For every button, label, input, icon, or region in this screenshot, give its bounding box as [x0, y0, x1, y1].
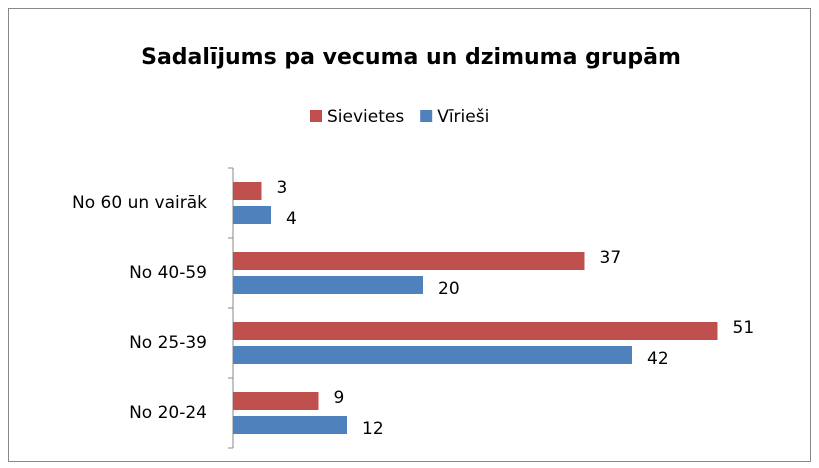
data-label: 9: [334, 388, 345, 408]
bar: [233, 392, 319, 410]
bar: [233, 416, 347, 434]
legend-swatch: [420, 110, 433, 122]
data-label: 4: [286, 209, 297, 229]
y-tick-label: No 40-59: [129, 263, 207, 283]
bar: [233, 346, 632, 364]
bar: [233, 252, 585, 270]
bar: [233, 322, 718, 340]
legend-label: Vīrieši: [437, 107, 489, 127]
data-label: 42: [647, 349, 669, 369]
y-tick-label: No 25-39: [129, 333, 207, 353]
bar: [233, 276, 423, 294]
data-label: 20: [438, 279, 460, 299]
data-label: 12: [362, 419, 384, 439]
data-label: 37: [600, 248, 622, 268]
bar: [233, 182, 262, 200]
data-label: 3: [277, 178, 288, 198]
chart-frame: [8, 8, 811, 462]
legend-swatch: [310, 110, 322, 122]
chart-title: Sadalījums pa vecuma un dzimuma grupām: [141, 45, 681, 70]
data-label: 51: [733, 318, 755, 338]
y-tick-label: No 20-24: [129, 403, 207, 423]
bar: [233, 206, 271, 224]
legend-label: Sievietes: [327, 107, 404, 127]
y-tick-label: No 60 un vairāk: [72, 193, 207, 213]
